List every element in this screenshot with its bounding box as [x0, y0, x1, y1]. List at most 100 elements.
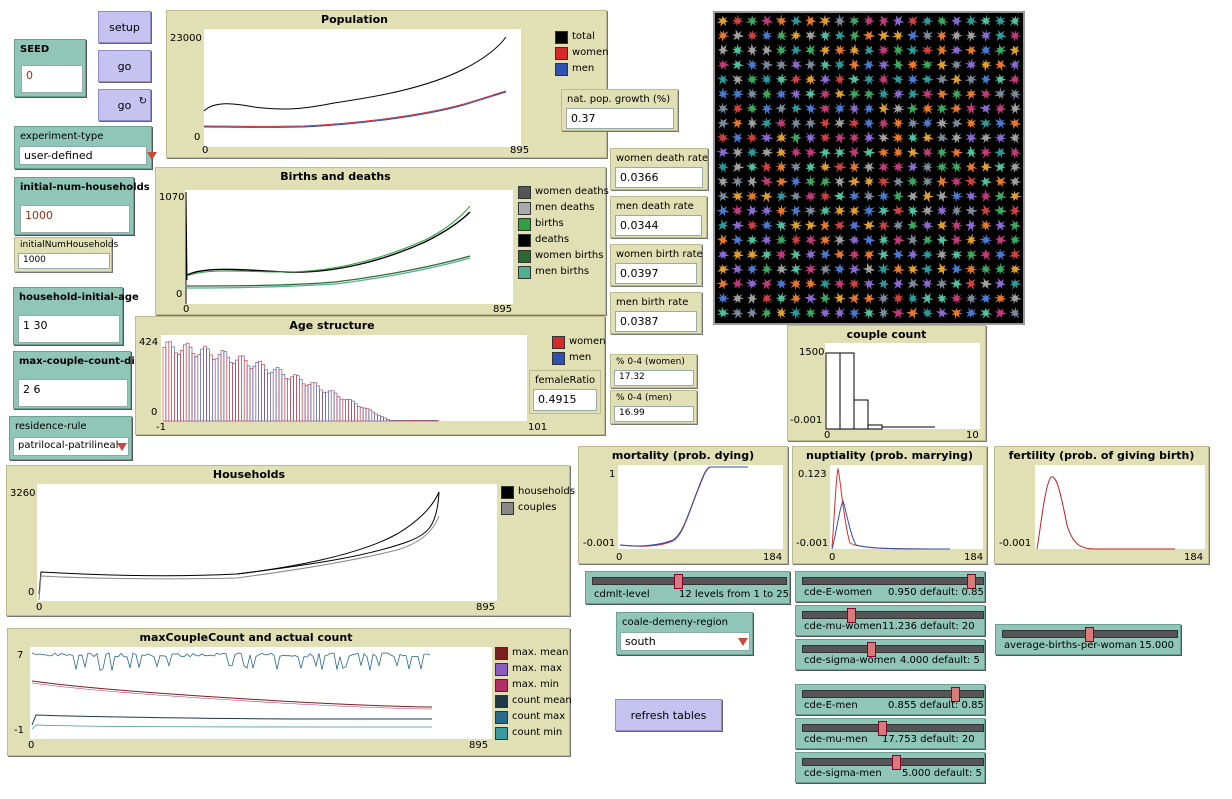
household-agent — [906, 59, 919, 72]
slider-handle[interactable] — [951, 687, 960, 702]
household-agent — [936, 160, 949, 174]
initial-num-households-field[interactable]: 1000 — [20, 205, 130, 233]
household-agent — [805, 307, 816, 319]
household-agent — [863, 14, 875, 27]
women-death-rate-monitor: women death rate 0.0366 — [610, 148, 708, 190]
world-view[interactable] — [713, 11, 1025, 325]
household-agent — [760, 59, 774, 71]
experiment-type-select[interactable]: user-defined — [19, 146, 147, 165]
legend-item: deaths — [518, 232, 609, 248]
legend-label: couples — [518, 502, 557, 513]
age-bar — [293, 374, 297, 422]
household-agent — [935, 190, 949, 203]
max-couple-count-field[interactable]: 2 6 — [18, 379, 128, 407]
household-initial-age-field[interactable]: 1 30 — [18, 315, 120, 343]
household-agent — [805, 15, 817, 27]
age-bar — [249, 368, 254, 422]
births-deaths-plot: Births and deaths 1070 0 0 895 women dea… — [155, 167, 609, 315]
household-agent — [979, 132, 992, 144]
experiment-type-chooser[interactable]: experiment-type user-defined — [14, 126, 157, 169]
household-agent — [863, 292, 876, 304]
household-agent — [746, 87, 758, 100]
slider-track[interactable] — [802, 645, 984, 653]
births-series-line — [186, 205, 471, 277]
slider-track[interactable] — [592, 577, 787, 585]
slider-handle[interactable] — [967, 574, 976, 589]
household-agent — [878, 278, 889, 290]
household-agent — [892, 292, 905, 305]
legend-item: women deaths — [518, 184, 609, 200]
cde-E-men-slider[interactable]: cde-E-men 0.855 default: 0.85 — [795, 684, 985, 715]
forever-loop-icon: ↻ — [138, 96, 147, 107]
household-agent — [760, 278, 773, 290]
household-agent — [935, 116, 949, 130]
slider-track[interactable] — [802, 724, 984, 732]
household-agent — [876, 292, 889, 305]
slider-track[interactable] — [802, 577, 984, 585]
age-bar — [328, 390, 332, 422]
household-agent — [994, 190, 1007, 202]
maxcouple-plot: maxCoupleCount and actual count 7 -1 0 8… — [7, 628, 572, 756]
household-agent — [775, 88, 787, 100]
go-forever-button[interactable]: go ↻ — [98, 89, 151, 121]
household-agent — [1010, 102, 1022, 115]
slider-handle[interactable] — [674, 574, 683, 589]
household-agent — [979, 277, 993, 290]
cde-E-women-slider[interactable]: cde-E-women 0.950 default: 0.85 — [795, 571, 985, 602]
age-bar — [296, 375, 300, 422]
refresh-tables-button[interactable]: refresh tables — [615, 699, 722, 731]
household-agent — [732, 118, 744, 129]
histogram-bar — [825, 352, 841, 430]
slider-track[interactable] — [802, 611, 984, 619]
household-agent — [833, 292, 846, 304]
cdmlt-level-slider[interactable]: cdmlt-level 12 levels from 1 to 25 — [585, 571, 790, 604]
pct04-men-label: % 0-4 (men) — [616, 393, 673, 403]
coale-region-select[interactable]: south — [620, 632, 750, 651]
age-bar — [261, 364, 265, 422]
household-agent — [950, 147, 964, 158]
age-bar — [264, 369, 268, 422]
household-agent — [907, 132, 919, 143]
slider-handle[interactable] — [892, 755, 901, 770]
go-once-button[interactable]: go — [98, 50, 151, 82]
seed-field[interactable]: 0 — [21, 65, 83, 93]
household-agent — [878, 306, 890, 320]
household-agent — [790, 73, 802, 85]
slider-handle[interactable] — [1085, 627, 1094, 642]
cde-mu-men-slider[interactable]: cde-mu-men 17.753 default: 20 — [795, 718, 985, 749]
slider-handle[interactable] — [878, 721, 887, 736]
household-agent — [717, 190, 730, 202]
household-agent — [760, 131, 774, 143]
residence-rule-select[interactable]: patrilocal-patrilineal — [13, 437, 129, 456]
coale-region-chooser[interactable]: coale-demeny-region south — [616, 612, 753, 655]
household-agent — [789, 132, 802, 145]
household-agent — [775, 73, 789, 87]
cde-mu-women-slider[interactable]: cde-mu-women 11.236 default: 20 — [795, 605, 985, 636]
slider-handle[interactable] — [847, 608, 856, 623]
residence-rule-chooser[interactable]: residence-rule patrilocal-patrilineal — [9, 416, 132, 460]
household-agent — [760, 191, 773, 203]
household-agent — [993, 161, 1006, 173]
household-agent — [980, 14, 992, 26]
household-agent — [849, 101, 860, 115]
age-bar — [388, 420, 393, 422]
slider-handle[interactable] — [867, 642, 876, 657]
setup-button[interactable]: setup — [98, 11, 151, 43]
cde-sigma-men-slider[interactable]: cde-sigma-men 5.000 default: 5 — [795, 752, 985, 783]
initial-num-households-widget: initial-num-households 1000 — [14, 177, 150, 235]
household-agent — [732, 132, 743, 144]
household-agent — [833, 190, 846, 202]
avg-births-slider[interactable]: average-births-per-woman 15.000 — [995, 624, 1181, 655]
household-agent — [863, 103, 875, 115]
household-agent — [936, 233, 949, 247]
household-agent — [863, 278, 876, 290]
household-agent — [1010, 278, 1022, 290]
slider-track[interactable] — [802, 690, 984, 698]
household-agent — [731, 43, 745, 57]
cde-sigma-women-slider[interactable]: cde-sigma-women 4.000 default: 5 — [795, 639, 985, 670]
household-agent — [936, 88, 949, 100]
histogram-bar — [853, 399, 869, 430]
household-agent — [731, 263, 744, 274]
couple-count-bars — [825, 352, 935, 430]
household-agent — [950, 249, 963, 260]
